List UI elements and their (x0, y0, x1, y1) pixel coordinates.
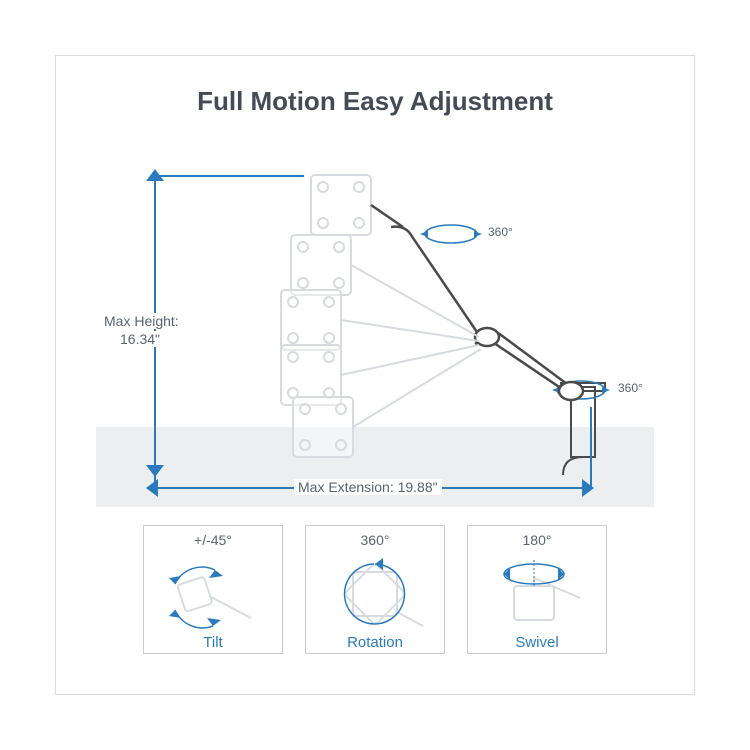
feature-rotation: 360° Rotation (305, 525, 445, 654)
feature-tilt: +/-45° (143, 525, 283, 654)
monitor-arm-illustration (201, 165, 601, 465)
rotation-caption: Rotation (310, 634, 440, 651)
title: Full Motion Easy Adjustment (96, 86, 654, 117)
ext-tick-right (590, 407, 592, 489)
rotation-icon (310, 552, 440, 632)
tilt-spec: +/-45° (148, 532, 278, 548)
ext-label: Max Extension: 19.88" (294, 479, 442, 495)
feature-row: +/-45° (96, 525, 654, 654)
height-tick (154, 175, 304, 177)
rotation-spec: 360° (310, 532, 440, 548)
base-rotation-label: 360° (618, 381, 643, 395)
feature-swivel: 180° Swivel (467, 525, 607, 654)
swivel-spec: 180° (472, 532, 602, 548)
tilt-icon (148, 552, 278, 632)
ext-tick-left (154, 427, 156, 489)
arrow-left-icon (146, 479, 160, 497)
tilt-caption: Tilt (148, 634, 278, 651)
swivel-caption: Swivel (472, 634, 602, 651)
main-diagram: 360° 360° (96, 127, 654, 507)
height-label-2: 16.34" (116, 331, 164, 347)
height-label-1: Max Height: (100, 313, 183, 329)
infographic-card: Full Motion Easy Adjustment 360° 360° (55, 55, 695, 695)
swivel-icon (472, 552, 602, 632)
